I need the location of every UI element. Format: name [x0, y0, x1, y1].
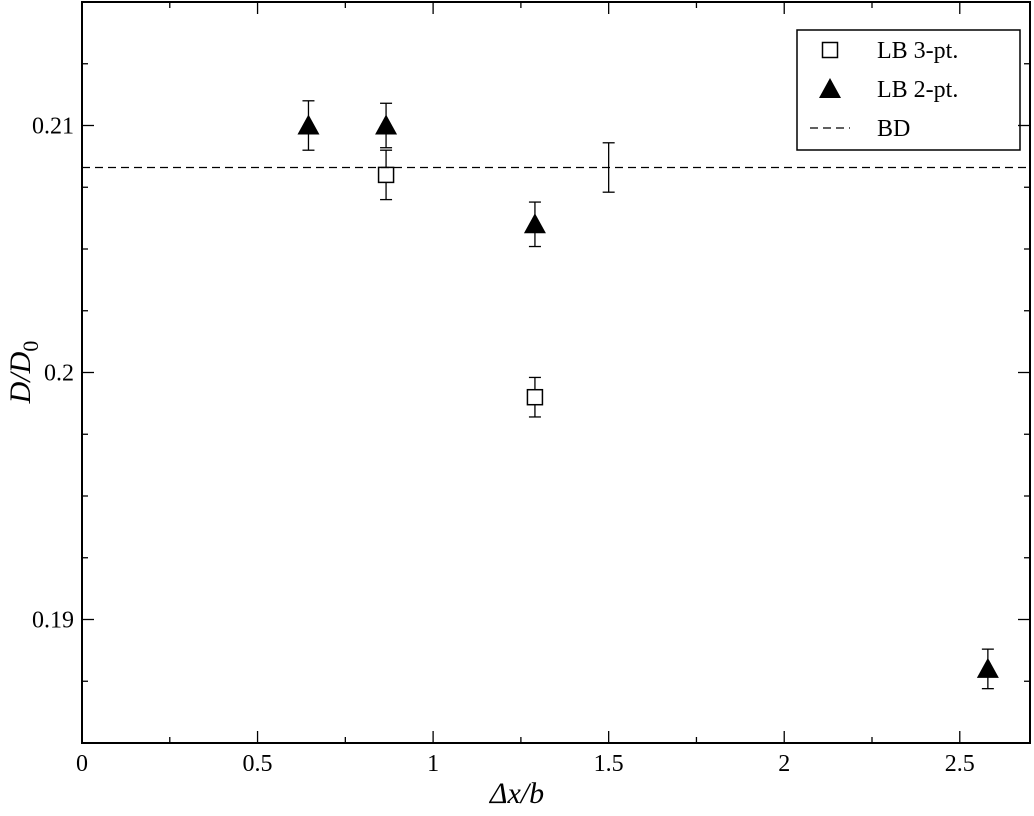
data-point: [976, 657, 999, 678]
y-axis-label: D/D0: [4, 341, 43, 405]
y-tick-label: 0.2: [44, 361, 74, 387]
data-point: [526, 388, 544, 406]
x-tick-label: 2.5: [945, 751, 975, 777]
x-axis-label: Δx/b: [489, 777, 544, 810]
x-tick-label: 0.5: [243, 751, 273, 777]
y-axis-label-main: D/D: [4, 351, 37, 404]
data-point: [375, 114, 398, 135]
legend-marker: [819, 78, 841, 98]
legend-label: LB 2-pt.: [877, 77, 958, 103]
legend-label: BD: [877, 116, 910, 142]
x-tick-label: 1: [427, 751, 439, 777]
y-axis-label-subscript: 0: [18, 341, 43, 352]
data-point: [523, 213, 546, 234]
x-tick-label: 0: [76, 751, 88, 777]
x-tick-label: 2: [778, 751, 790, 777]
x-tick-label: 1.5: [594, 751, 624, 777]
data-point: [377, 166, 395, 184]
y-tick-label: 0.21: [32, 114, 74, 140]
y-tick-label: 0.19: [32, 608, 74, 634]
data-point: [297, 114, 320, 135]
legend-label: LB 3-pt.: [877, 38, 958, 64]
legend-marker: [821, 41, 839, 59]
